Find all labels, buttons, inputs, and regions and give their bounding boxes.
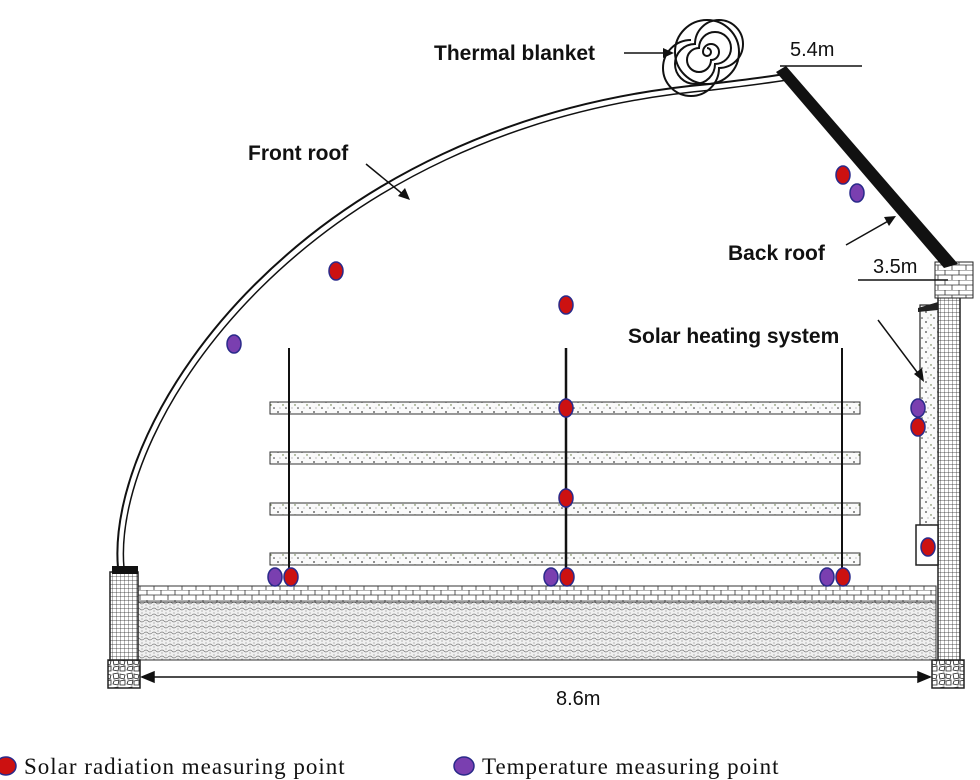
temperature-point <box>849 183 865 203</box>
thermal-blanket-arrow <box>624 48 674 58</box>
front-wall-cap <box>112 566 138 574</box>
solar-point <box>558 398 574 418</box>
solar-heating-arrow <box>877 319 924 382</box>
solar-heating-system-label: Solar heating system <box>628 325 839 348</box>
brick-course <box>137 585 937 603</box>
back-roof-arrow <box>845 216 896 246</box>
temperature-point <box>226 334 242 354</box>
ridge-height-value: 5.4m <box>790 39 834 61</box>
solar-point <box>559 567 575 587</box>
temperature-point <box>819 567 835 587</box>
thermal-blanket-roll <box>662 19 744 97</box>
front-roof-label: Front roof <box>248 142 349 165</box>
front-roof <box>116 73 788 569</box>
solar-point <box>910 417 926 437</box>
ground-structure <box>107 585 965 689</box>
legend-temperature-swatch <box>453 756 475 776</box>
solar-point <box>835 567 851 587</box>
solar-point <box>920 537 936 557</box>
thermal-blanket-label: Thermal blanket <box>434 42 595 65</box>
legend: Solar radiation measuring point Temperat… <box>0 754 779 779</box>
solar-point <box>558 488 574 508</box>
back-wall-height-value: 3.5m <box>873 256 917 278</box>
cultivation-shelves <box>269 348 861 586</box>
legend-solar-label: Solar radiation measuring point <box>24 754 346 779</box>
front-roof-arrow <box>365 163 410 200</box>
measuring-points <box>226 165 936 587</box>
solar-point <box>328 261 344 281</box>
span-value: 8.6m <box>556 688 600 710</box>
soil-layer <box>137 601 937 661</box>
left-footing <box>107 659 141 689</box>
legend-temperature-label: Temperature measuring point <box>482 754 779 779</box>
solar-point <box>558 295 574 315</box>
back-wall <box>937 289 961 661</box>
back-wall-height-dimension: 3.5m <box>858 256 948 281</box>
span-dimension <box>140 670 932 684</box>
back-roof <box>776 66 958 268</box>
front-wall <box>109 571 139 661</box>
legend-solar-swatch <box>0 756 17 776</box>
solar-point <box>835 165 851 185</box>
solar-point <box>283 567 299 587</box>
temperature-point <box>910 398 926 418</box>
back-roof-label: Back roof <box>728 242 826 265</box>
right-footing <box>931 659 965 689</box>
ridge-height-dimension: 5.4m <box>780 39 862 67</box>
temperature-point <box>267 567 283 587</box>
temperature-point <box>543 567 559 587</box>
